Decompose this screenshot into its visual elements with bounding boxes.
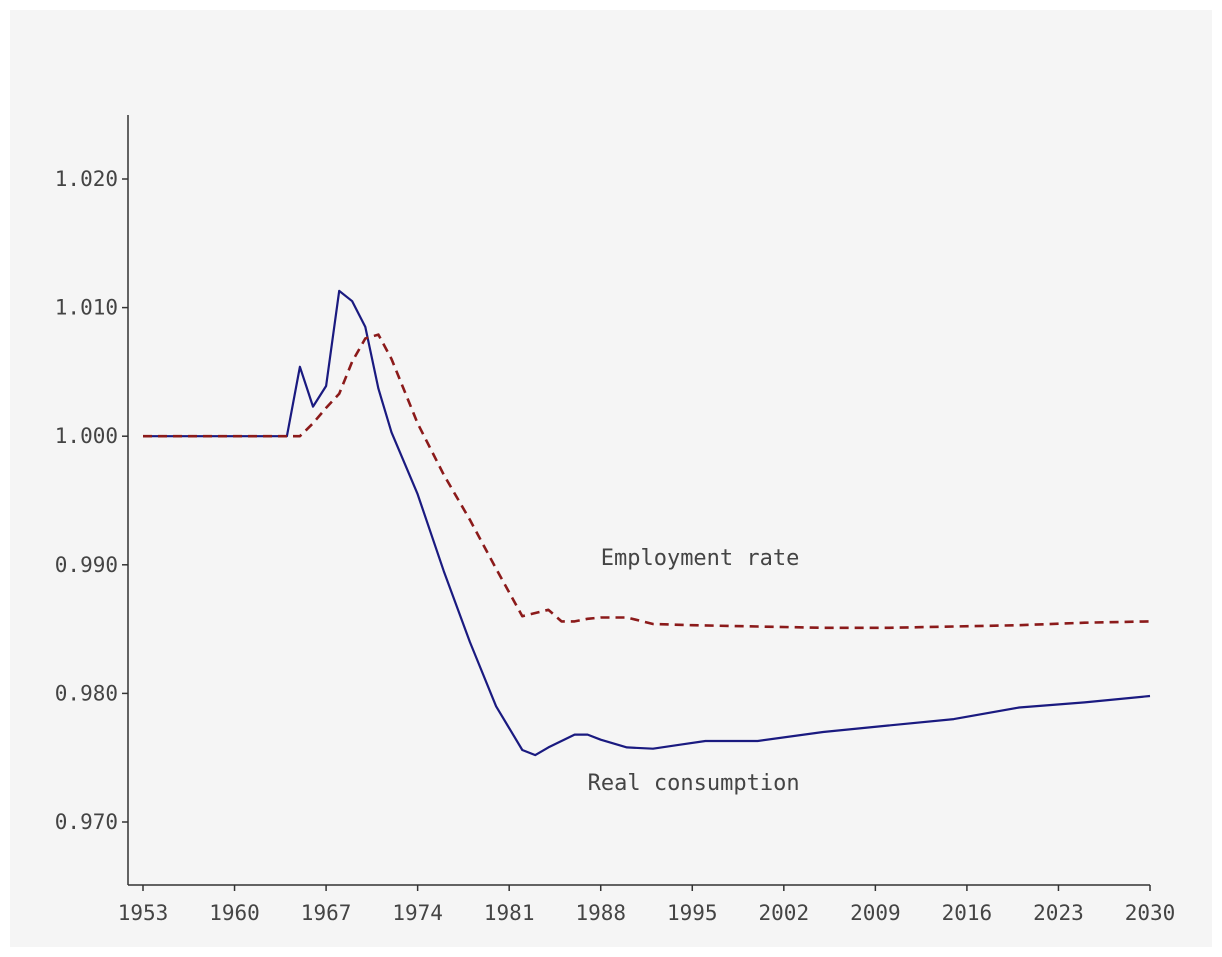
y-tick-label: 0.980 [55, 681, 118, 705]
y-tick-label: 0.990 [55, 553, 118, 577]
x-tick-label: 1995 [667, 901, 718, 925]
x-tick-label: 2030 [1125, 901, 1176, 925]
x-tick-label: 1953 [118, 901, 169, 925]
x-tick-label: 2016 [942, 901, 993, 925]
real-consumption-label: Real consumption [588, 771, 800, 796]
tick-labels: 0.970 0.980 0.990 1.000 1.010 1.020 1953 1960 19… [55, 167, 1176, 925]
x-tick-label: 1960 [209, 901, 260, 925]
real-consumption-line [143, 289, 1151, 757]
employment-rate-label: Employment rate [601, 546, 800, 571]
axes [122, 115, 1151, 891]
x-tick-label: 1988 [575, 901, 626, 925]
x-tick-label: 2009 [850, 901, 901, 925]
x-tick-label: 1967 [301, 901, 352, 925]
x-tick-label: 2023 [1033, 901, 1084, 925]
employment-rate-line [143, 333, 1151, 630]
y-tick-label: 1.000 [55, 424, 118, 448]
x-tick-label: 2002 [759, 901, 810, 925]
x-tick-label: 1974 [392, 901, 443, 925]
series-lines [143, 289, 1151, 757]
chart-frame: 0.970 0.980 0.990 1.000 1.010 1.020 1953 1960 19… [10, 10, 1212, 947]
y-tick-label: 1.010 [55, 296, 118, 320]
y-tick-label: 0.970 [55, 810, 118, 834]
series-annotations: Employment rate Real consumption [588, 546, 800, 796]
line-chart: 0.970 0.980 0.990 1.000 1.010 1.020 1953 1960 19… [55, 115, 1176, 925]
y-tick-label: 1.020 [55, 167, 118, 191]
x-tick-label: 1981 [484, 901, 535, 925]
